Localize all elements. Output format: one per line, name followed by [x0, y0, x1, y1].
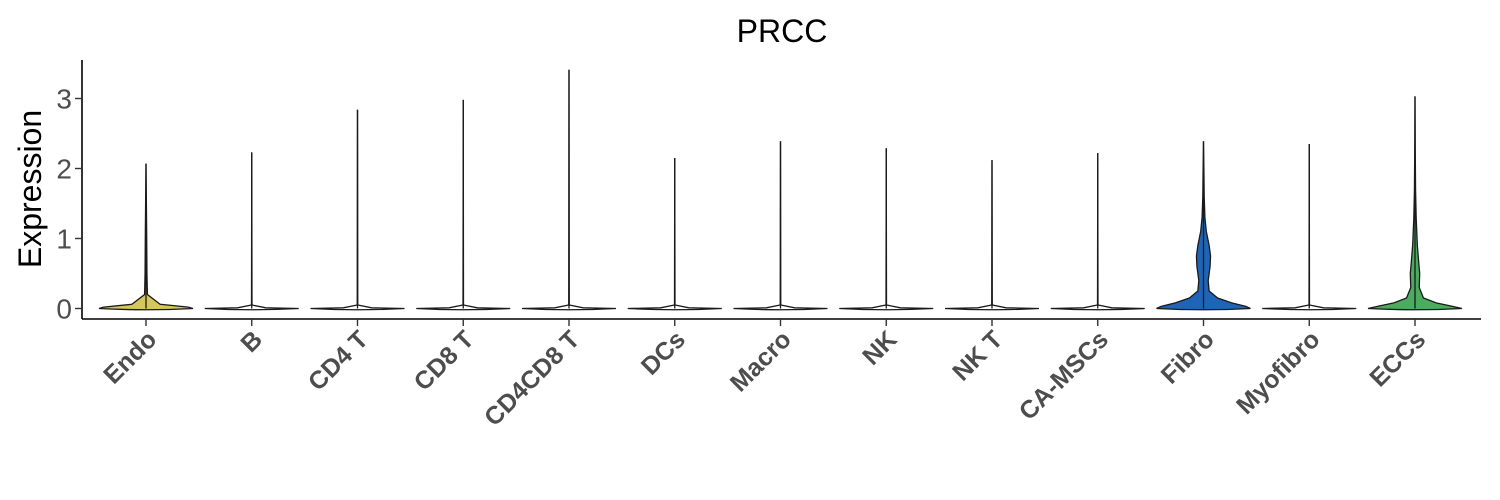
- y-ticks-group: 0 1 2 3: [56, 84, 82, 325]
- x-tick-label: CD8 T: [409, 325, 480, 396]
- violins-group: [98, 69, 1463, 311]
- x-tick-label: Macro: [725, 325, 797, 397]
- y-tick-label: 0: [56, 294, 72, 325]
- x-tick-label: NK: [857, 325, 902, 370]
- x-tick-label: Fibro: [1156, 325, 1220, 389]
- x-tick-label: Endo: [98, 325, 162, 389]
- x-tick-label: B: [235, 325, 268, 358]
- chart-title: PRCC: [737, 13, 828, 49]
- y-tick-label: 2: [56, 154, 72, 185]
- x-tick-label: CD4 T: [303, 325, 374, 396]
- x-ticks-group: Endo B CD4 T CD8 T CD4CD8 T DCs Macro NK NK T CA-…: [98, 319, 1431, 432]
- x-tick-label: DCs: [636, 325, 691, 380]
- x-tick-label: CA-MSCs: [1014, 325, 1114, 425]
- y-tick-label: 1: [56, 224, 72, 255]
- x-tick-label: Myofibro: [1231, 325, 1325, 419]
- x-tick-label: NK T: [947, 325, 1008, 386]
- x-tick-label: CD4CD8 T: [479, 325, 585, 431]
- y-tick-label: 3: [56, 84, 72, 115]
- y-axis-label: Expression: [12, 110, 48, 268]
- x-tick-label: ECCs: [1364, 325, 1431, 392]
